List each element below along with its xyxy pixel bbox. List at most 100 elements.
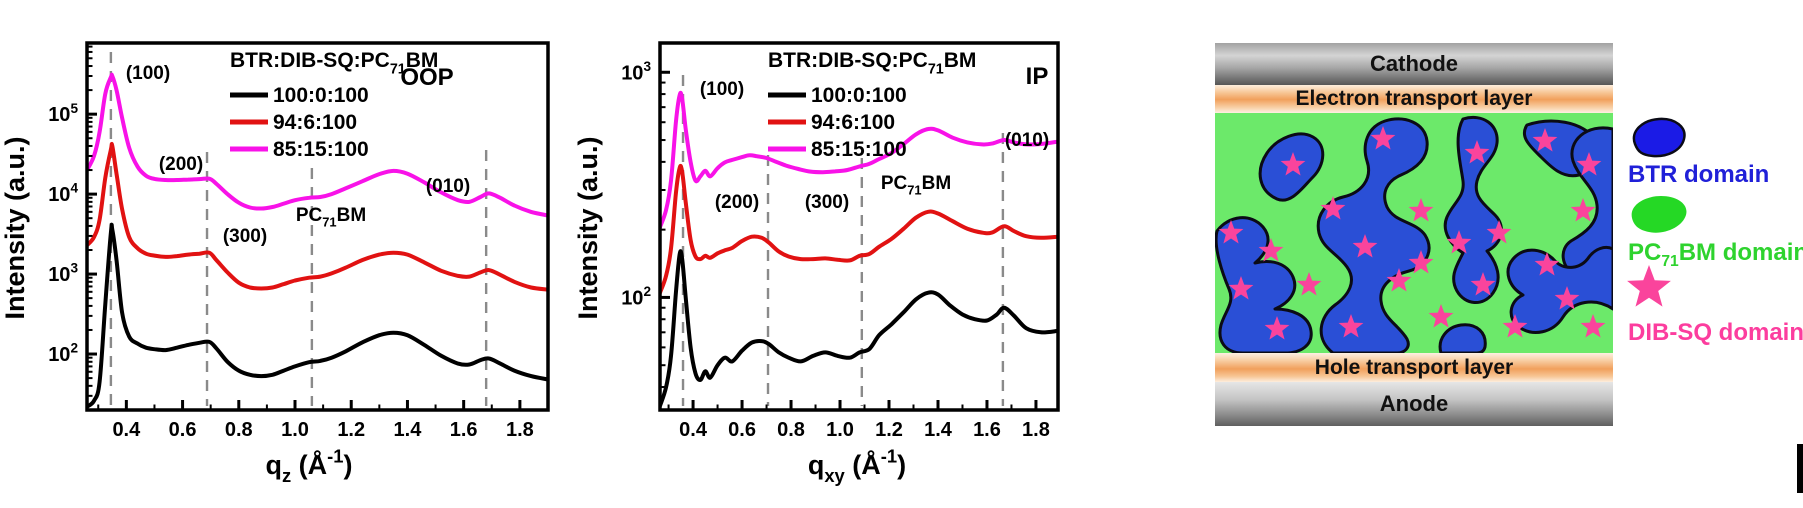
oop-xtick-label: 1.8 xyxy=(506,419,534,441)
ip-peak-annotation: (010) xyxy=(1005,130,1049,151)
oop-peak-annotation: (200) xyxy=(159,154,203,175)
btr-domain-label: BTR domain xyxy=(1628,161,1770,188)
ip-plot-border xyxy=(658,41,1060,412)
ip-legend-label: 85:15:100 xyxy=(811,138,907,161)
ip-ytick-label: 103 xyxy=(621,59,651,84)
dib-sq-star xyxy=(1352,234,1378,258)
oop-x-axis-title: qz (Å-1) xyxy=(265,446,352,486)
ip-legend-label: 94:6:100 xyxy=(811,111,895,134)
dib-sq-domain-label: DIB-SQ domain xyxy=(1628,319,1803,346)
oop-ytick-label: 105 xyxy=(48,101,78,126)
ip-xtick-label: 0.8 xyxy=(777,419,805,441)
dib-sq-star xyxy=(1370,126,1396,150)
dib-sq-star xyxy=(1258,238,1284,262)
oop-xtick-label: 1.2 xyxy=(337,419,365,441)
dib-sq-star xyxy=(1228,276,1254,300)
pc71bm-domain-swatch xyxy=(1628,193,1692,242)
oop-ytick-label: 102 xyxy=(48,341,78,366)
ip-curve-85-15-100 xyxy=(660,90,1058,230)
cathode-label: Cathode xyxy=(1370,51,1458,76)
dib-sq-star xyxy=(1296,272,1322,296)
ip-x-axis-title: qxy (Å-1) xyxy=(808,446,906,486)
pc71bm-domain-label: PC71BM domain xyxy=(1628,239,1803,270)
oop-panel-label: OOP xyxy=(400,64,453,91)
dib-sq-star xyxy=(1408,250,1434,274)
oop-ytick-label: 104 xyxy=(48,181,78,206)
dib-sq-star xyxy=(1470,272,1496,296)
ip-curve-100-0-100 xyxy=(660,249,1058,408)
dib-sq-star xyxy=(1386,268,1412,292)
dib-sq-stars xyxy=(1218,126,1606,340)
btr-domain-shape xyxy=(1316,117,1431,353)
oop-peak-annotation: (010) xyxy=(426,176,470,197)
btr-domain-shape xyxy=(1438,323,1487,353)
dib-sq-star xyxy=(1554,286,1580,310)
dib-sq-star xyxy=(1320,196,1346,220)
oop-xtick-label: 1.6 xyxy=(450,419,478,441)
ip-xtick-label: 1.4 xyxy=(924,419,953,441)
oop-legend-title: BTR:DIB-SQ:PC71BM xyxy=(230,49,438,77)
ip-chart: 0.4 0.6 0.8 1.0 1.2 1.4 1.6 1.8 102 103 qxy (Å-1) I… xyxy=(573,41,1060,486)
ip-y-axis-title: Intensity (a.u.) xyxy=(573,136,603,319)
btr-domain-swatch xyxy=(1628,116,1690,165)
crop-artifact-bar xyxy=(1797,444,1803,493)
dib-sq-star xyxy=(1570,198,1596,222)
ip-peak-annotation: PC71BM xyxy=(881,173,951,198)
oop-xtick-label: 0.6 xyxy=(169,419,197,441)
etl-label: Electron transport layer xyxy=(1295,87,1533,110)
ip-peak-annotation: (100) xyxy=(700,79,744,100)
dib-sq-star xyxy=(1532,128,1558,152)
electron-transport-layer: Electron transport layer xyxy=(1215,85,1613,113)
ip-panel-label: IP xyxy=(1026,63,1049,90)
ip-xtick-label: 1.0 xyxy=(826,419,854,441)
oop-xtick-label: 1.0 xyxy=(281,419,309,441)
htl-label: Hole transport layer xyxy=(1314,356,1514,379)
anode-label: Anode xyxy=(1379,391,1449,416)
dib-sq-star xyxy=(1264,316,1290,340)
oop-xtick-label: 0.4 xyxy=(112,419,141,441)
oop-curve-85-15-100 xyxy=(87,72,548,218)
ip-peak-annotation: (300) xyxy=(805,192,849,213)
dib-sq-star xyxy=(1486,220,1512,244)
dib-sq-star xyxy=(1280,152,1306,176)
ip-peak-annotation: (200) xyxy=(715,192,759,213)
oop-peak-annotation: (300) xyxy=(223,226,267,247)
dib-sq-star xyxy=(1408,198,1434,222)
oop-xtick-label: 1.4 xyxy=(394,419,423,441)
btr-domain-shape xyxy=(1443,116,1503,304)
bhj-morphology xyxy=(1215,116,1613,353)
dib-sq-star xyxy=(1464,140,1490,164)
oop-xtick-label: 0.8 xyxy=(225,419,253,441)
ip-legend-label: 100:0:100 xyxy=(811,84,907,107)
device-schematic: Cathode Electron transport layer Hole tr… xyxy=(1215,43,1613,426)
oop-ytick-label: 103 xyxy=(48,261,78,286)
oop-legend-label: 94:6:100 xyxy=(273,111,357,134)
dib-sq-star xyxy=(1338,314,1364,338)
ip-xtick-label: 0.6 xyxy=(728,419,756,441)
dib-sq-star xyxy=(1446,230,1472,254)
oop-curve-100-0-100 xyxy=(87,222,548,409)
btr-domain-shape xyxy=(1506,245,1613,334)
cathode-layer: Cathode xyxy=(1215,43,1613,85)
dib-sq-domain-swatch xyxy=(1625,265,1673,316)
ip-xtick-label: 1.8 xyxy=(1022,419,1050,441)
dib-sq-star xyxy=(1534,252,1560,276)
dib-sq-star xyxy=(1580,314,1606,338)
oop-chart: 0.4 0.6 0.8 1.0 1.2 1.4 1.6 1.8 102 103 104 105 qz (… xyxy=(0,41,550,486)
dib-sq-star xyxy=(1428,304,1454,328)
oop-curve-94-6-100 xyxy=(87,141,548,292)
dib-sq-star xyxy=(1218,220,1244,244)
oop-legend-label: 100:0:100 xyxy=(273,84,369,107)
ip-curve-94-6-100 xyxy=(660,163,1058,295)
ip-xtick-label: 1.6 xyxy=(973,419,1001,441)
oop-y-axis-title: Intensity (a.u.) xyxy=(0,136,30,319)
anode-layer: Anode xyxy=(1215,382,1613,426)
dib-sq-star xyxy=(1502,314,1528,338)
oop-peak-annotation: PC71BM xyxy=(296,205,366,230)
dib-sq-star xyxy=(1576,152,1602,176)
hole-transport-layer: Hole transport layer xyxy=(1215,353,1613,382)
active-layer xyxy=(1215,113,1613,353)
ip-ytick-label: 102 xyxy=(621,284,651,309)
